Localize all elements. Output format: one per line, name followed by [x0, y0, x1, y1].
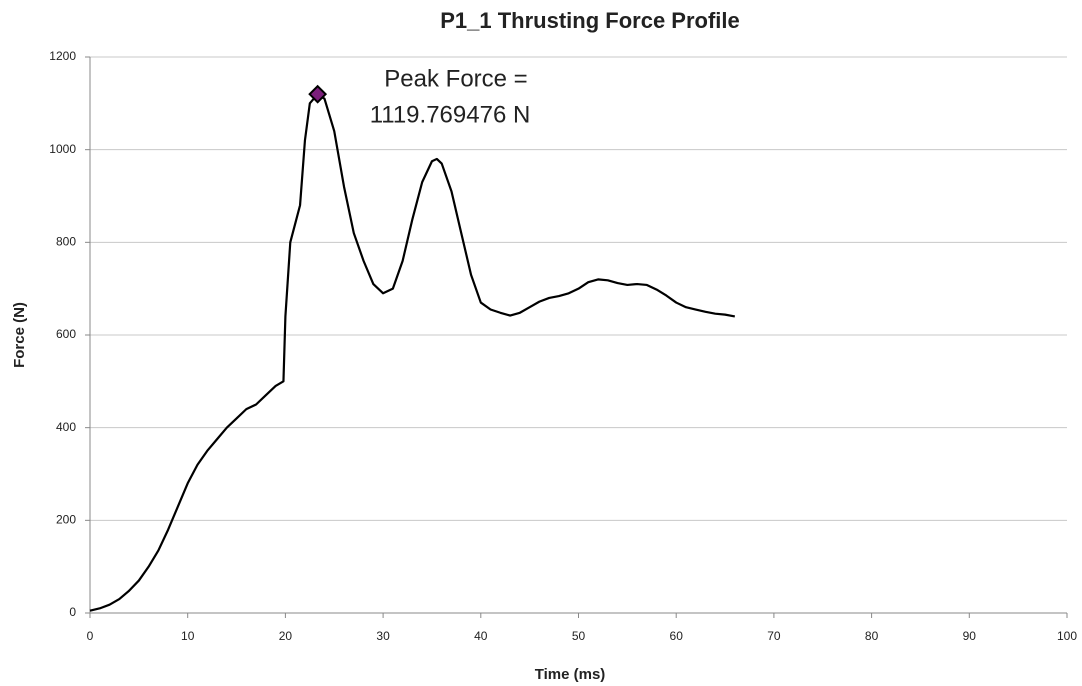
y-tick-label: 1000 [49, 142, 76, 156]
peak-marker [308, 84, 328, 104]
x-tick-label: 80 [865, 629, 879, 643]
annotation: Peak Force = [384, 65, 527, 92]
x-tick-label: 40 [474, 629, 488, 643]
x-tick-label: 90 [963, 629, 977, 643]
chart-title: P1_1 Thrusting Force Profile [440, 8, 740, 33]
x-tick-label: 20 [279, 629, 293, 643]
y-tick-label: 0 [69, 605, 76, 619]
y-axis-label: Force (N) [11, 302, 28, 368]
x-tick-label: 70 [767, 629, 781, 643]
x-tick-label: 0 [87, 629, 94, 643]
annotation: 1119.769476 N [370, 101, 531, 128]
x-axis-label: Time (ms) [535, 666, 606, 683]
x-tick-label: 30 [376, 629, 390, 643]
x-tick-label: 50 [572, 629, 586, 643]
y-tick-label: 200 [56, 513, 76, 527]
y-tick-label: 1200 [49, 49, 76, 63]
x-tick-label: 100 [1057, 629, 1077, 643]
y-tick-label: 600 [56, 327, 76, 341]
y-tick-label: 800 [56, 235, 76, 249]
force-line [89, 93, 736, 612]
x-tick-label: 10 [181, 629, 195, 643]
x-tick-label: 60 [670, 629, 684, 643]
y-tick-label: 400 [56, 420, 76, 434]
